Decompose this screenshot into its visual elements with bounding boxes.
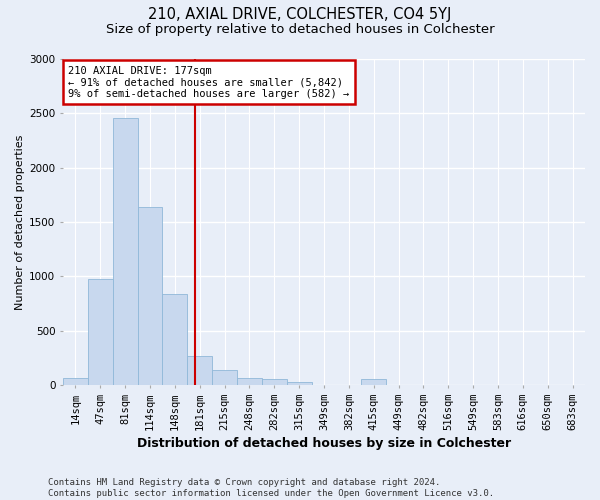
Bar — [212, 370, 237, 385]
Bar — [137, 206, 163, 385]
Bar — [163, 294, 187, 385]
Bar — [361, 380, 386, 385]
Bar — [88, 279, 113, 385]
Bar — [187, 356, 212, 385]
Y-axis label: Number of detached properties: Number of detached properties — [15, 134, 25, 310]
Text: 210, AXIAL DRIVE, COLCHESTER, CO4 5YJ: 210, AXIAL DRIVE, COLCHESTER, CO4 5YJ — [148, 8, 452, 22]
Bar — [262, 380, 287, 385]
Text: Contains HM Land Registry data © Crown copyright and database right 2024.
Contai: Contains HM Land Registry data © Crown c… — [48, 478, 494, 498]
X-axis label: Distribution of detached houses by size in Colchester: Distribution of detached houses by size … — [137, 437, 511, 450]
Bar — [237, 378, 262, 385]
Bar — [113, 118, 137, 385]
Bar — [63, 378, 88, 385]
Text: 210 AXIAL DRIVE: 177sqm
← 91% of detached houses are smaller (5,842)
9% of semi-: 210 AXIAL DRIVE: 177sqm ← 91% of detache… — [68, 66, 350, 98]
Text: Size of property relative to detached houses in Colchester: Size of property relative to detached ho… — [106, 22, 494, 36]
Bar — [287, 382, 311, 385]
